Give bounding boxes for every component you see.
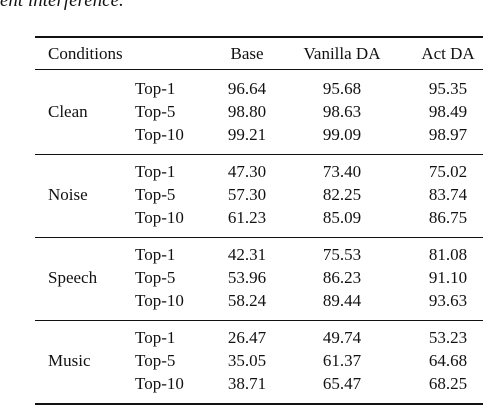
value-cell: 42.31 bbox=[227, 245, 267, 264]
metric-label: Top-1 bbox=[135, 162, 176, 181]
value-cell: 26.47 bbox=[227, 328, 267, 347]
caption-fragment: ent interference. bbox=[0, 0, 124, 11]
value-cell: 53.96 bbox=[227, 268, 267, 287]
value-cell: 82.25 bbox=[322, 185, 362, 204]
value-cell: 83.74 bbox=[428, 185, 468, 204]
value-cell: 98.97 bbox=[428, 125, 468, 144]
value-cell: 53.23 bbox=[428, 328, 468, 347]
metric-label: Top-5 bbox=[135, 268, 176, 287]
bottom-rule bbox=[35, 403, 483, 405]
value-cell: 75.53 bbox=[322, 245, 362, 264]
metric-label: Top-10 bbox=[135, 125, 184, 144]
value-cell: 61.23 bbox=[227, 208, 267, 227]
metric-label: Top-1 bbox=[135, 245, 176, 264]
metric-label: Top-10 bbox=[135, 374, 184, 393]
metric-label: Top-5 bbox=[135, 351, 176, 370]
value-cell: 93.63 bbox=[428, 291, 468, 310]
value-cell: 89.44 bbox=[322, 291, 362, 310]
metric-label: Top-10 bbox=[135, 291, 184, 310]
value-cell: 64.68 bbox=[428, 351, 468, 370]
value-cell: 98.80 bbox=[227, 102, 267, 121]
value-cell: 75.02 bbox=[428, 162, 468, 181]
header-cell: Act DA bbox=[421, 44, 475, 63]
top-rule bbox=[35, 36, 483, 38]
value-cell: 95.68 bbox=[322, 79, 362, 98]
value-cell: 58.24 bbox=[227, 291, 267, 310]
condition-label: Speech bbox=[48, 268, 98, 287]
value-cell: 96.64 bbox=[227, 79, 267, 98]
value-cell: 57.30 bbox=[227, 185, 267, 204]
value-cell: 61.37 bbox=[322, 351, 362, 370]
condition-label: Noise bbox=[48, 185, 88, 204]
group-rule bbox=[35, 154, 483, 155]
value-cell: 68.25 bbox=[428, 374, 468, 393]
condition-label: Clean bbox=[48, 102, 88, 121]
value-cell: 65.47 bbox=[322, 374, 362, 393]
metric-label: Top-1 bbox=[135, 79, 176, 98]
value-cell: 95.35 bbox=[428, 79, 468, 98]
value-cell: 98.49 bbox=[428, 102, 468, 121]
value-cell: 85.09 bbox=[322, 208, 362, 227]
metric-label: Top-5 bbox=[135, 185, 176, 204]
header-rule bbox=[35, 69, 483, 70]
value-cell: 38.71 bbox=[227, 374, 267, 393]
value-cell: 47.30 bbox=[227, 162, 267, 181]
value-cell: 86.23 bbox=[322, 268, 362, 287]
metric-label: Top-1 bbox=[135, 328, 176, 347]
header-cell: Base bbox=[230, 44, 264, 63]
value-cell: 98.63 bbox=[322, 102, 362, 121]
value-cell: 86.75 bbox=[428, 208, 468, 227]
header-cell: Conditions bbox=[48, 44, 123, 63]
group-rule bbox=[35, 320, 483, 321]
value-cell: 99.09 bbox=[322, 125, 362, 144]
value-cell: 35.05 bbox=[227, 351, 267, 370]
metric-label: Top-5 bbox=[135, 102, 176, 121]
value-cell: 99.21 bbox=[227, 125, 267, 144]
header-cell: Vanilla DA bbox=[303, 44, 381, 63]
group-rule bbox=[35, 237, 483, 238]
metric-label: Top-10 bbox=[135, 208, 184, 227]
value-cell: 73.40 bbox=[322, 162, 362, 181]
value-cell: 81.08 bbox=[428, 245, 468, 264]
value-cell: 91.10 bbox=[428, 268, 468, 287]
value-cell: 49.74 bbox=[322, 328, 362, 347]
condition-label: Music bbox=[48, 351, 91, 370]
